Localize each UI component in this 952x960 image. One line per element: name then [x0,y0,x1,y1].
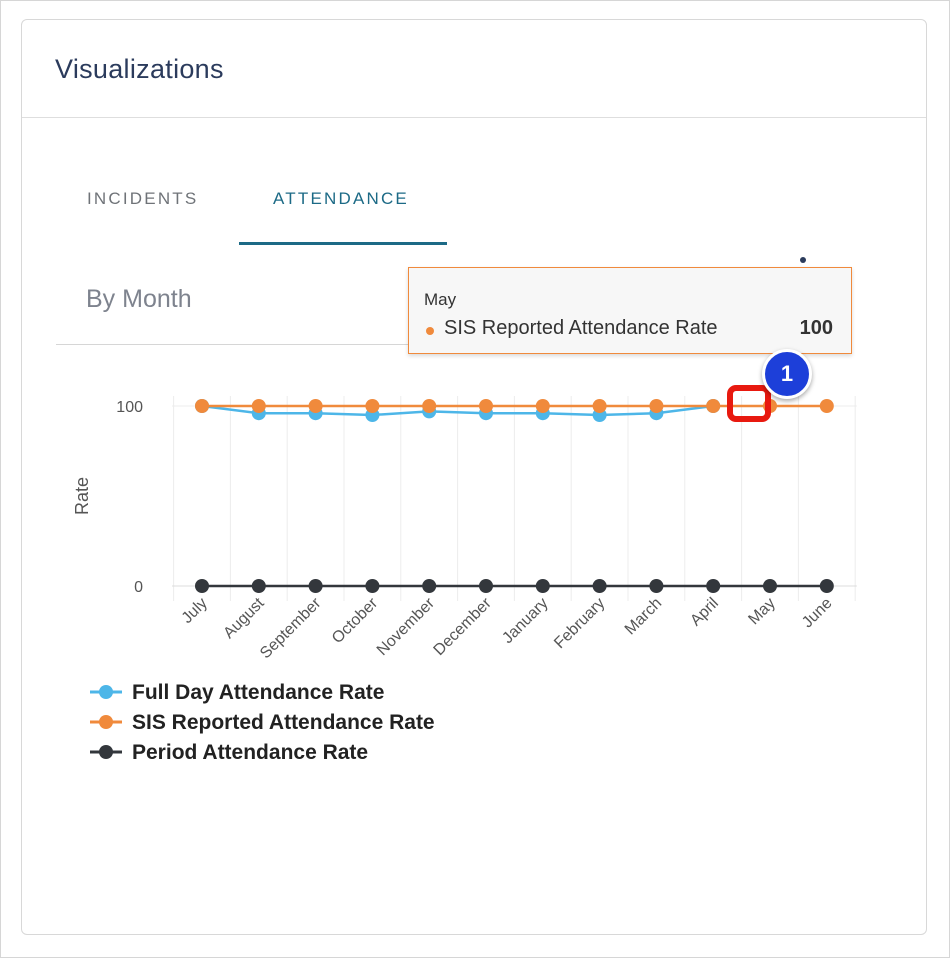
x-tick-label: March [622,595,665,638]
data-point [308,399,323,413]
data-point [535,579,550,593]
x-tick-label: October [329,594,382,647]
x-tick-label: June [799,595,836,632]
data-point [365,579,380,593]
tooltip-value: 100 [799,317,833,339]
series-line [201,404,714,417]
data-point [195,399,209,413]
data-point [479,399,493,413]
chart-tooltip: May SIS Reported Attendance Rate 100 [408,267,852,354]
tooltip-month: May [424,290,457,309]
legend-marker [99,745,113,759]
legend-label: Full Day Attendance Rate [132,681,384,704]
data-point [819,399,834,413]
data-point [819,579,834,593]
card-divider [22,117,926,118]
step-badge: 1 [762,349,812,399]
tooltip-series-dot [426,327,434,335]
tooltip-series-name: SIS Reported Attendance Rate [444,317,718,339]
x-tick-label: September [257,594,325,662]
data-point [706,399,721,413]
highlight-box [727,385,771,422]
x-tick-label: April [687,595,722,630]
visualizations-card: Visualizations INCIDENTS ATTENDANCE By M… [21,19,927,935]
legend-label: Period Attendance Rate [132,741,368,764]
data-point [763,579,777,593]
x-tick-label: January [499,595,551,647]
y-axis-label: Rate [72,477,92,515]
data-point [195,579,209,593]
legend-marker [99,715,113,729]
x-tick-label: August [220,594,268,642]
data-point [706,579,721,593]
chart-subtitle: By Month [86,285,192,313]
data-point [535,399,550,413]
data-point [649,579,664,593]
data-point [592,399,607,413]
data-point [365,399,380,413]
y-tick-label: 100 [116,399,143,416]
data-point [479,579,493,593]
card-title: Visualizations [55,54,224,84]
tab-attendance[interactable]: ATTENDANCE [273,189,409,208]
tab-incidents[interactable]: INCIDENTS [87,189,199,208]
data-point [422,579,437,593]
active-tab-indicator [239,242,447,245]
legend-marker [99,685,113,699]
x-tick-label: May [745,595,778,628]
y-tick-label: 0 [134,579,143,596]
x-tick-label: July [179,595,211,627]
data-point [649,399,664,413]
x-tick-label: November [374,594,439,659]
x-tick-label: December [431,594,496,659]
data-point [308,579,323,593]
data-point [251,579,266,593]
x-tick-label: February [551,595,608,652]
data-point [592,579,607,593]
legend-label: SIS Reported Attendance Rate [132,711,435,734]
data-point [251,399,266,413]
subtitle-divider [56,344,462,345]
data-point [422,399,437,413]
